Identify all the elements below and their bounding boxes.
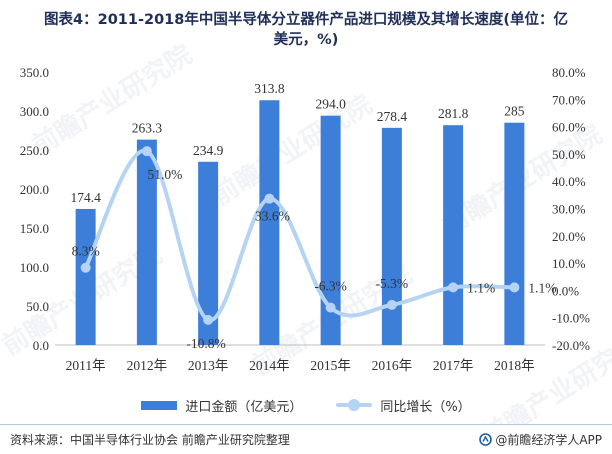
line-data-label: 1.1%	[467, 280, 495, 295]
logo-icon	[479, 433, 493, 446]
brand-text: @前瞻经济学人APP	[495, 433, 602, 447]
line-data-label: 51.0%	[147, 167, 182, 182]
growth-point	[264, 193, 275, 204]
x-axis-tick-label: 2015年	[310, 358, 351, 373]
bar-data-label: 234.9	[193, 143, 224, 158]
bar-data-label: 285	[504, 104, 525, 119]
right-axis-tick-label: 0.0%	[552, 283, 579, 298]
x-axis-tick-label: 2017年	[433, 358, 474, 373]
brand-credit: @前瞻经济学人APP	[479, 431, 602, 448]
line-data-label: -10.8%	[186, 336, 225, 351]
right-axis-tick-label: 30.0%	[552, 202, 586, 217]
growth-point	[509, 282, 520, 293]
bar-data-label: 278.4	[377, 109, 408, 124]
left-axis-tick-label: 300.0	[20, 104, 49, 119]
chart-title: 图表4：2011-2018年中国半导体分立器件产品进口规模及其增长速度(单位：亿…	[0, 10, 612, 50]
source-note: 资料来源：中国半导体行业协会 前瞻产业研究院整理	[10, 433, 290, 447]
bar	[381, 127, 402, 346]
line-data-label: 33.6%	[255, 209, 290, 224]
bar	[259, 100, 280, 346]
bar-data-label: 263.3	[132, 121, 163, 136]
bar	[136, 139, 157, 345]
legend-line-swatch	[336, 399, 373, 411]
left-axis-tick-label: 200.0	[20, 182, 49, 197]
legend-item-line: 同比增长（%）	[336, 396, 471, 415]
growth-point	[448, 282, 459, 293]
chart-legend: 进口金额（亿美元） 同比增长（%）	[0, 395, 612, 415]
right-axis-tick-label: -20.0%	[552, 338, 590, 353]
bar-data-label: 174.4	[70, 190, 101, 205]
growth-point	[325, 302, 336, 313]
right-axis-tick-label: -10.0%	[552, 311, 590, 326]
x-axis-tick-label: 2012年	[127, 358, 168, 373]
line-data-label: -5.3%	[376, 276, 409, 291]
right-axis-tick-label: 10.0%	[552, 256, 586, 271]
bar	[198, 161, 219, 345]
x-axis-tick-label: 2013年	[188, 358, 229, 373]
left-axis-tick-label: 350.0	[20, 65, 49, 80]
bar-data-label: 281.8	[438, 106, 469, 121]
growth-point	[386, 299, 397, 310]
x-axis-tick-label: 2011年	[66, 358, 106, 373]
footer: 资料来源：中国半导体行业协会 前瞻产业研究院整理 @前瞻经济学人APP	[0, 424, 612, 454]
x-axis-tick-label: 2014年	[249, 358, 290, 373]
bar	[504, 122, 525, 345]
left-axis-tick-label: 50.0	[26, 299, 49, 314]
left-axis-tick-label: 150.0	[20, 221, 49, 236]
bar	[75, 208, 96, 345]
line-data-label: -6.3%	[314, 279, 347, 294]
left-axis-tick-label: 100.0	[20, 260, 49, 275]
legend-bar-label: 进口金额（亿美元）	[185, 399, 303, 415]
growth-point	[141, 146, 152, 157]
growth-point	[80, 262, 91, 273]
bar-data-label: 313.8	[254, 81, 285, 96]
right-axis-tick-label: 60.0%	[552, 120, 586, 135]
x-axis-tick-label: 2016年	[372, 358, 413, 373]
legend-line-label: 同比增长（%）	[380, 399, 471, 415]
left-axis-tick-label: 250.0	[20, 143, 49, 158]
bar	[320, 115, 341, 346]
growth-point	[203, 314, 214, 325]
legend-item-bar: 进口金额（亿美元）	[141, 396, 302, 415]
right-axis-tick-label: 50.0%	[552, 147, 586, 162]
right-axis-tick-label: 40.0%	[552, 174, 586, 189]
legend-bar-swatch	[141, 400, 178, 410]
x-axis-tick-label: 2018年	[494, 358, 535, 373]
bar-data-label: 294.0	[315, 97, 346, 112]
chart-title-line-1: 图表4：2011-2018年中国半导体分立器件产品进口规模及其增长速度(单位：亿	[44, 12, 568, 28]
line-data-label: 1.1%	[528, 280, 556, 295]
combo-chart: 0.0 50.0 100.0 150.0 200.0 250.0 300.0 350.0 -20…	[20, 65, 590, 373]
left-axis-tick-label: 0.0	[33, 338, 49, 353]
bar	[443, 125, 464, 345]
right-axis-tick-label: 20.0%	[552, 229, 586, 244]
right-axis-tick-label: 80.0%	[552, 65, 586, 80]
line-data-label: 8.3%	[72, 244, 100, 259]
right-axis-tick-label: 70.0%	[552, 92, 586, 107]
chart-title-line-2: 美元，%)	[273, 32, 339, 48]
